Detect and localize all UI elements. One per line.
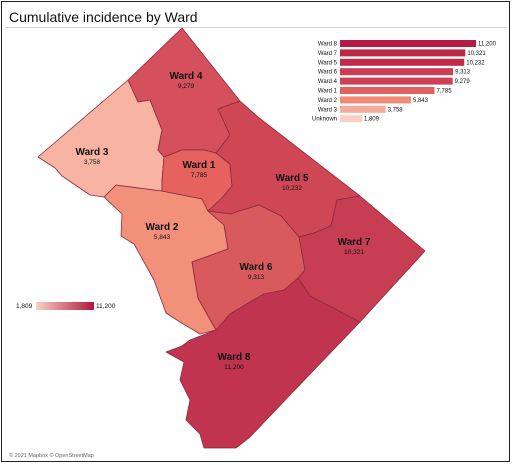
bar-category-label: Ward 8	[318, 42, 338, 48]
ward-5-name-label: Ward 5	[276, 173, 309, 184]
legend-max-label: 11,200	[96, 303, 116, 310]
bar-value-label: 1,809	[364, 117, 380, 123]
ward-6-name-label: Ward 6	[240, 262, 273, 273]
bar-value-label: 7,785	[437, 89, 453, 95]
bar-ward-2[interactable]	[340, 96, 411, 104]
ward-7-region[interactable]	[297, 195, 426, 323]
ward-8-name-label: Ward 8	[218, 352, 251, 363]
bar-category-label: Unknown	[312, 117, 337, 123]
ward-1-value-label: 7,785	[191, 172, 208, 179]
ward-6-region[interactable]	[191, 204, 306, 331]
bar-value-label: 5,843	[413, 98, 429, 104]
bar-ward-7[interactable]	[340, 49, 466, 57]
ward-6-value-label: 9,313	[248, 274, 265, 281]
page-title: Cumulative incidence by Ward	[9, 9, 198, 25]
ward-bar-chart: Ward 8 11,200 Ward 7 10,321 Ward 5 10,232 Ward…	[312, 40, 497, 123]
bar-category-label: Ward 4	[318, 79, 338, 85]
bar-category-label: Ward 6	[318, 70, 338, 76]
bar-category-label: Ward 5	[318, 60, 338, 66]
bar-ward-6[interactable]	[340, 68, 454, 76]
ward-2-name-label: Ward 2	[146, 222, 179, 233]
bar-category-label: Ward 7	[318, 51, 338, 57]
bar-value-label: 10,232	[466, 60, 485, 66]
bar-category-label: Ward 2	[318, 98, 338, 104]
title-divider	[6, 27, 507, 28]
bar-unknown[interactable]	[340, 115, 362, 123]
bar-ward-8[interactable]	[340, 40, 476, 47]
map-attribution: © 2021 Mapbox © OpenStreetMap	[9, 453, 94, 459]
ward-3-value-label: 3,758	[84, 159, 101, 166]
bar-value-label: 9,279	[455, 79, 471, 85]
legend-min-label: 1,809	[16, 303, 33, 310]
ward-1-name-label: Ward 1	[183, 160, 216, 171]
bar-ward-3[interactable]	[340, 105, 386, 113]
ward-2-value-label: 5,843	[154, 234, 171, 241]
ward-4-name-label: Ward 4	[170, 71, 203, 82]
color-legend: 1,809 11,200	[16, 302, 116, 310]
bar-value-label: 9,313	[455, 70, 471, 76]
bar-category-label: Ward 3	[318, 107, 338, 113]
bar-ward-5[interactable]	[340, 58, 465, 66]
ward-4-value-label: 9,279	[178, 83, 195, 90]
legend-gradient-bar	[36, 302, 94, 310]
bar-ward-4[interactable]	[340, 77, 453, 85]
bar-value-label: 3,758	[388, 107, 404, 113]
ward-7-value-label: 10,321	[344, 249, 364, 256]
ward-7-name-label: Ward 7	[338, 237, 371, 248]
bar-category-label: Ward 1	[318, 89, 338, 95]
bar-value-label: 11,200	[478, 42, 497, 48]
bar-ward-1[interactable]	[340, 87, 435, 94]
ward-3-name-label: Ward 3	[76, 147, 109, 158]
ward-8-value-label: 11,200	[224, 364, 244, 371]
ward-5-value-label: 10,232	[282, 185, 302, 192]
bar-value-label: 10,321	[467, 51, 486, 57]
